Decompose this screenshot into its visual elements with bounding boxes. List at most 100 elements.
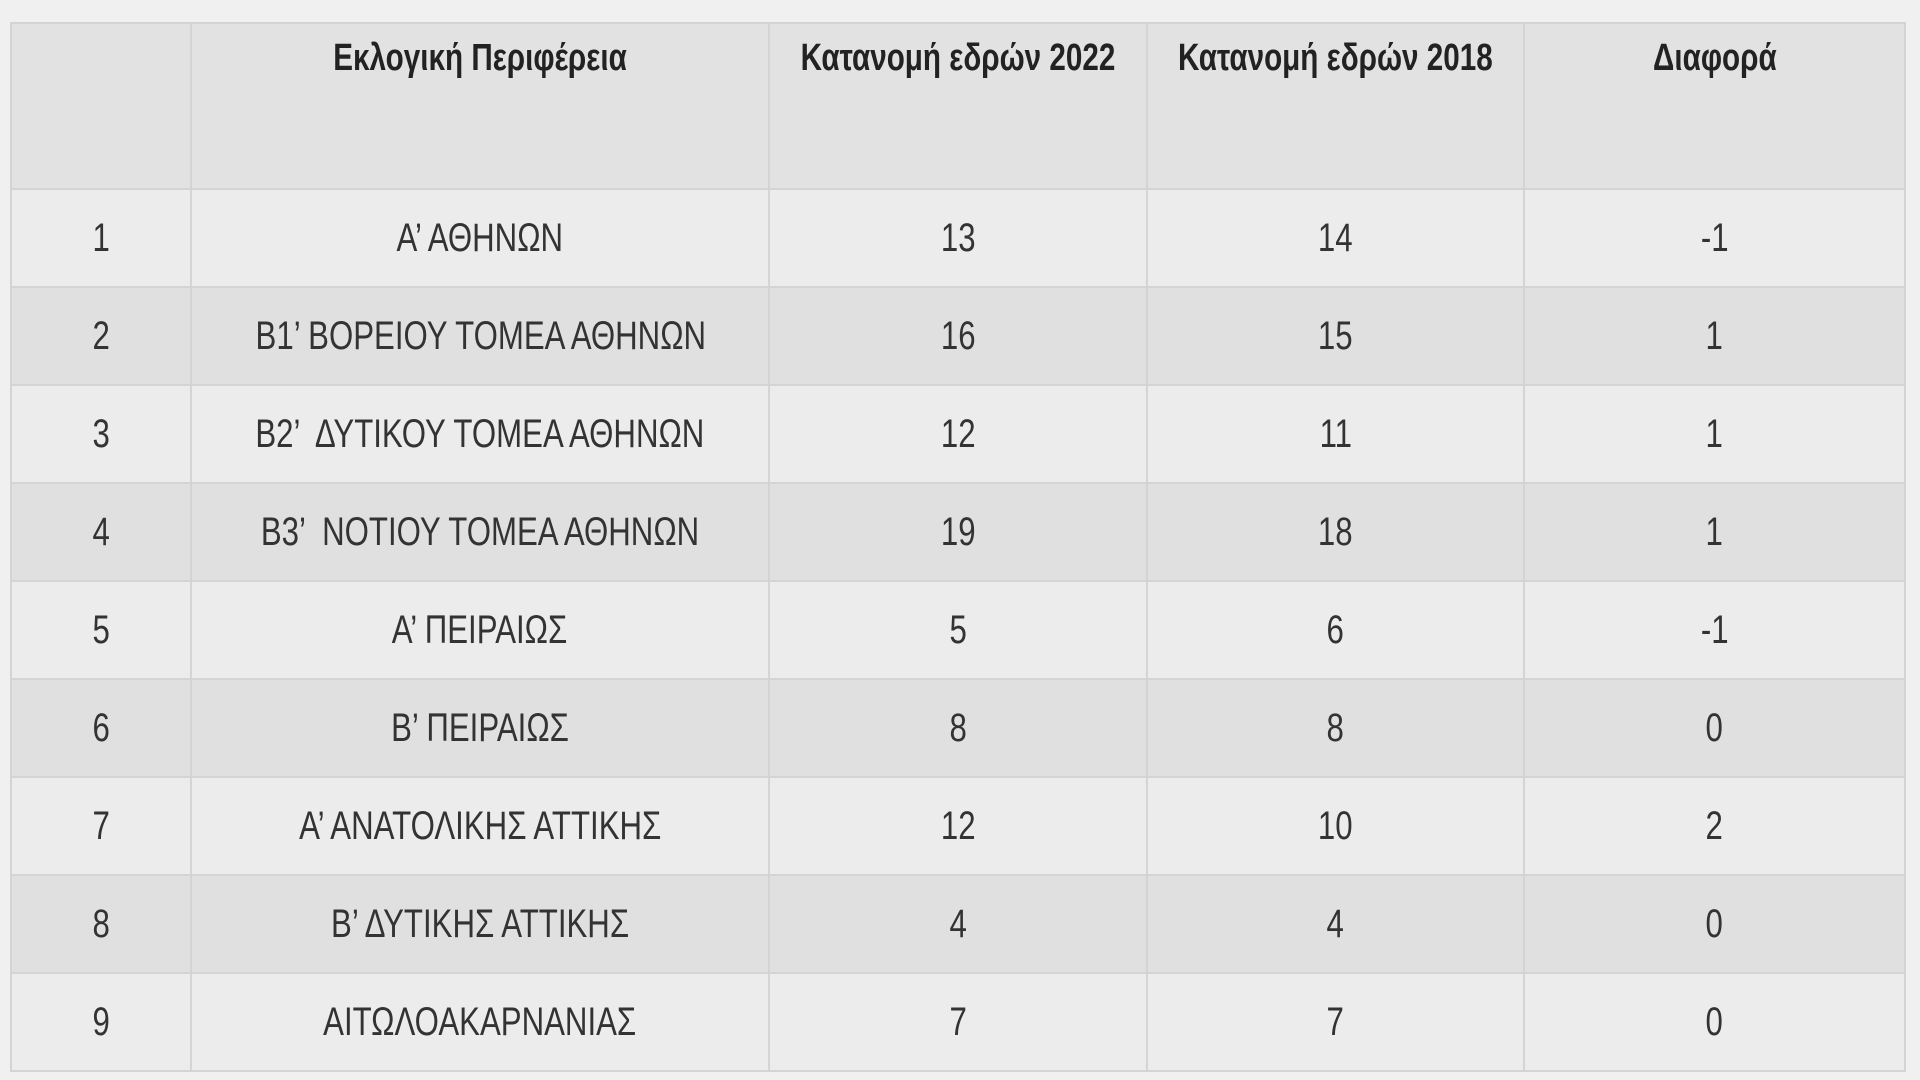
table-row: 8 Β’ ΔΥΤΙΚΗΣ ΑΤΤΙΚΗΣ 4 4 0 (10, 874, 1906, 974)
cell-text: 6 (1326, 607, 1345, 652)
cell-difference: 1 (1523, 482, 1906, 582)
cell-seats-2022: 7 (768, 972, 1148, 1072)
cell-region: Β’ ΔΥΤΙΚΗΣ ΑΤΤΙΚΗΣ (190, 874, 770, 974)
cell-region: Α’ ΠΕΙΡΑΙΩΣ (190, 580, 770, 680)
cell-seats-2022: 5 (768, 580, 1148, 680)
cell-text: 12 (940, 411, 976, 456)
cell-seats-2022: 8 (768, 678, 1148, 778)
cell-text: Β3’ ΝΟΤΙΟΥ ΤΟΜΕΑ ΑΘΗΝΩΝ (260, 509, 700, 554)
cell-text: 0 (1705, 705, 1724, 750)
cell-difference: 0 (1523, 972, 1906, 1072)
cell-index: 7 (10, 776, 192, 876)
cell-seats-2022: 13 (768, 188, 1148, 288)
cell-seats-2018: 14 (1146, 188, 1525, 288)
table-row: 3 Β2’ ΔΥΤΙΚΟΥ ΤΟΜΕΑ ΑΘΗΝΩΝ 12 11 1 (10, 384, 1906, 484)
cell-seats-2022: 19 (768, 482, 1148, 582)
header-difference: Διαφορά (1523, 22, 1906, 190)
cell-region: Β1’ ΒΟΡΕΙΟΥ ΤΟΜΕΑ ΑΘΗΝΩΝ (190, 286, 770, 386)
cell-text: 7 (92, 803, 110, 848)
cell-text: 11 (1319, 411, 1352, 456)
cell-difference: 1 (1523, 286, 1906, 386)
cell-difference: 2 (1523, 776, 1906, 876)
cell-index: 8 (10, 874, 192, 974)
cell-text: 0 (1705, 999, 1724, 1044)
header-label: Διαφορά (1652, 37, 1777, 79)
header-region: Εκλογική Περιφέρεια (190, 22, 770, 190)
cell-text: -1 (1700, 607, 1729, 652)
cell-index: 9 (10, 972, 192, 1072)
cell-difference: -1 (1523, 580, 1906, 680)
cell-text: Β’ ΔΥΤΙΚΗΣ ΑΤΤΙΚΗΣ (330, 901, 630, 946)
cell-text: 7 (1326, 999, 1345, 1044)
header-label: Κατανομή εδρών 2022 (800, 37, 1116, 79)
cell-text: Α’ ΑΝΑΤΟΛΙΚΗΣ ΑΤΤΙΚΗΣ (298, 803, 662, 848)
cell-seats-2018: 7 (1146, 972, 1525, 1072)
cell-text: 9 (92, 999, 110, 1044)
cell-text: 4 (92, 509, 110, 554)
header-seats-2018: Κατανομή εδρών 2018 (1146, 22, 1525, 190)
cell-seats-2022: 12 (768, 776, 1148, 876)
header-label: Κατανομή εδρών 2018 (1178, 37, 1493, 79)
cell-difference: -1 (1523, 188, 1906, 288)
table-row: 1 Α’ ΑΘΗΝΩΝ 13 14 -1 (10, 188, 1906, 288)
cell-text: Α’ ΑΘΗΝΩΝ (396, 215, 564, 260)
cell-text: 4 (1326, 901, 1345, 946)
cell-text: 1 (1705, 509, 1724, 554)
table-row: 4 Β3’ ΝΟΤΙΟΥ ΤΟΜΕΑ ΑΘΗΝΩΝ 19 18 1 (10, 482, 1906, 582)
cell-text: 7 (949, 999, 967, 1044)
cell-seats-2018: 8 (1146, 678, 1525, 778)
cell-text: -1 (1700, 215, 1729, 260)
table-row: 2 Β1’ ΒΟΡΕΙΟΥ ΤΟΜΕΑ ΑΘΗΝΩΝ 16 15 1 (10, 286, 1906, 386)
header-index (10, 22, 192, 190)
cell-text: 3 (92, 411, 110, 456)
header-label: Εκλογική Περιφέρεια (333, 37, 627, 79)
cell-index: 4 (10, 482, 192, 582)
cell-text: 1 (1705, 313, 1724, 358)
cell-text: 2 (92, 313, 110, 358)
cell-difference: 1 (1523, 384, 1906, 484)
table-row: 7 Α’ ΑΝΑΤΟΛΙΚΗΣ ΑΤΤΙΚΗΣ 12 10 2 (10, 776, 1906, 876)
cell-text: 18 (1318, 509, 1353, 554)
cell-seats-2022: 16 (768, 286, 1148, 386)
cell-index: 1 (10, 188, 192, 288)
cell-seats-2022: 12 (768, 384, 1148, 484)
cell-region: Β3’ ΝΟΤΙΟΥ ΤΟΜΕΑ ΑΘΗΝΩΝ (190, 482, 770, 582)
header-seats-2022: Κατανομή εδρών 2022 (768, 22, 1148, 190)
cell-index: 2 (10, 286, 192, 386)
cell-seats-2018: 10 (1146, 776, 1525, 876)
cell-text: ΑΙΤΩΛΟΑΚΑΡΝΑΝΙΑΣ (323, 999, 637, 1044)
cell-text: 5 (949, 607, 967, 652)
cell-text: Β2’ ΔΥΤΙΚΟΥ ΤΟΜΕΑ ΑΘΗΝΩΝ (255, 411, 705, 456)
cell-text: Α’ ΠΕΙΡΑΙΩΣ (392, 607, 568, 652)
cell-text: 4 (949, 901, 967, 946)
cell-text: 15 (1318, 313, 1353, 358)
cell-region: ΑΙΤΩΛΟΑΚΑΡΝΑΝΙΑΣ (190, 972, 770, 1072)
cell-text: 10 (1318, 803, 1353, 848)
cell-region: Α’ ΑΝΑΤΟΛΙΚΗΣ ΑΤΤΙΚΗΣ (190, 776, 770, 876)
table-row: 6 Β’ ΠΕΙΡΑΙΩΣ 8 8 0 (10, 678, 1906, 778)
cell-region: Β2’ ΔΥΤΙΚΟΥ ΤΟΜΕΑ ΑΘΗΝΩΝ (190, 384, 770, 484)
cell-text: 12 (940, 803, 976, 848)
cell-text: 5 (92, 607, 110, 652)
table-row: 5 Α’ ΠΕΙΡΑΙΩΣ 5 6 -1 (10, 580, 1906, 680)
cell-text: Β1’ ΒΟΡΕΙΟΥ ΤΟΜΕΑ ΑΘΗΝΩΝ (255, 313, 707, 358)
cell-text: 2 (1705, 803, 1724, 848)
cell-seats-2018: 11 (1146, 384, 1525, 484)
cell-text: 19 (940, 509, 976, 554)
table-row: 9 ΑΙΤΩΛΟΑΚΑΡΝΑΝΙΑΣ 7 7 0 (10, 972, 1906, 1072)
cell-region: Α’ ΑΘΗΝΩΝ (190, 188, 770, 288)
cell-text: 8 (1326, 705, 1345, 750)
cell-seats-2018: 15 (1146, 286, 1525, 386)
cell-text: 16 (940, 313, 976, 358)
cell-text: 6 (92, 705, 110, 750)
cell-index: 6 (10, 678, 192, 778)
cell-difference: 0 (1523, 874, 1906, 974)
header-row: Εκλογική Περιφέρεια Κατανομή εδρών 2022 Κα… (10, 22, 1906, 190)
cell-text: 1 (1705, 411, 1724, 456)
cell-seats-2018: 6 (1146, 580, 1525, 680)
cell-region: Β’ ΠΕΙΡΑΙΩΣ (190, 678, 770, 778)
cell-text: 1 (92, 215, 110, 260)
cell-text: 13 (940, 215, 976, 260)
cell-text: 8 (949, 705, 967, 750)
cell-seats-2018: 18 (1146, 482, 1525, 582)
